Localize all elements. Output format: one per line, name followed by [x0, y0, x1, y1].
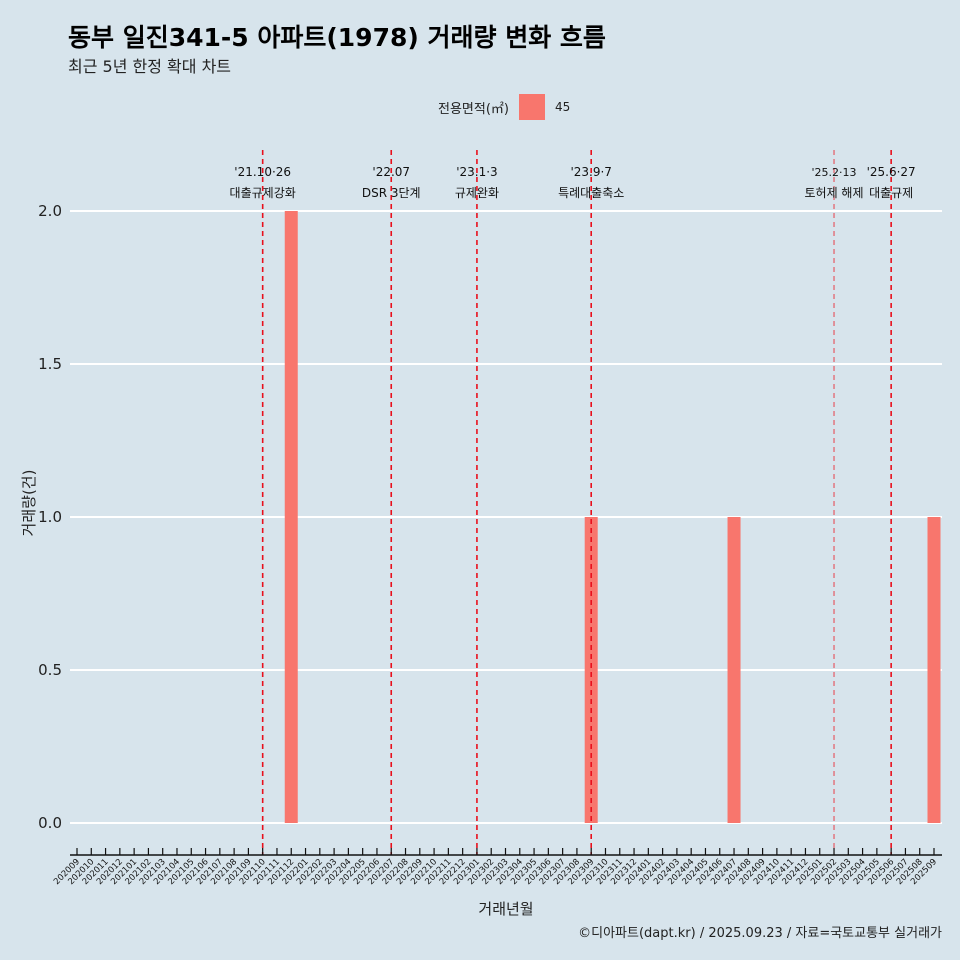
legend-item-label: 45	[554, 100, 571, 114]
event-label: 특례대출축소	[558, 186, 624, 200]
bar	[284, 211, 298, 823]
event-date: '22.07	[372, 165, 410, 179]
chart-title: 동부 일진341-5 아파트(1978) 거래량 변화 흐름	[68, 23, 606, 52]
legend-title: 전용면적(㎡)	[438, 101, 509, 117]
y-axis-title: 거래량(건)	[20, 470, 38, 537]
y-tick-label: 2.0	[38, 202, 62, 220]
y-tick-label: 0.0	[38, 814, 62, 832]
y-tick-label: 1.5	[38, 355, 62, 373]
y-tick-label: 0.5	[38, 661, 62, 679]
bar	[927, 517, 941, 823]
event-label: 대출규제	[869, 186, 913, 200]
bar	[727, 517, 741, 823]
event-label: 규제완화	[455, 186, 499, 200]
event-date: '23.9·7	[570, 165, 611, 179]
event-date: '25.2·13	[812, 166, 857, 179]
chart-subtitle: 최근 5년 한정 확대 차트	[68, 57, 232, 76]
legend-swatch	[518, 94, 545, 120]
y-tick-label: 1.0	[38, 508, 62, 526]
event-label: 대출규제강화	[230, 186, 296, 200]
event-label: 토허제 해제	[805, 186, 864, 200]
event-date: '21.10·26	[234, 165, 291, 179]
legend: 전용면적(㎡) 45	[438, 94, 570, 120]
event-date: '25.6·27	[867, 165, 916, 179]
x-axis-title: 거래년월	[478, 900, 533, 918]
bar	[584, 517, 598, 823]
caption: ©디아파트(dapt.kr) / 2025.09.23 / 자료=국토교통부 실…	[578, 926, 942, 941]
event-date: '23.1·3	[456, 165, 497, 179]
event-label: DSR 3단계	[362, 186, 421, 200]
